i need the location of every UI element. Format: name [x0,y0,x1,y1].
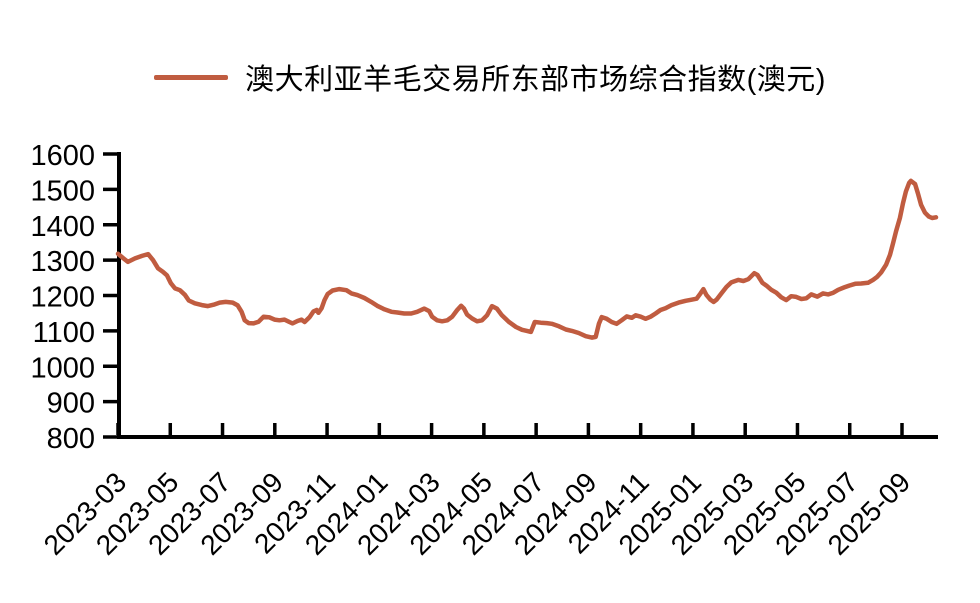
legend-label: 澳大利亚羊毛交易所东部市场综合指数(澳元) [245,64,826,96]
y-tick-label: 1500 [30,175,95,207]
legend: 澳大利亚羊毛交易所东部市场综合指数(澳元) [0,56,980,98]
y-tick-label: 1000 [30,352,95,384]
y-tick-label: 1100 [33,317,95,349]
y-tick-label: 1400 [30,211,95,243]
y-tick-label: 1200 [30,282,95,314]
wool-index-line [115,178,939,340]
y-tick-label: 1600 [30,140,95,172]
y-tick-label: 1300 [30,246,95,278]
y-tick-label: 900 [47,388,95,420]
y-tick-label: 800 [47,423,95,455]
legend-line-icon [154,74,229,80]
